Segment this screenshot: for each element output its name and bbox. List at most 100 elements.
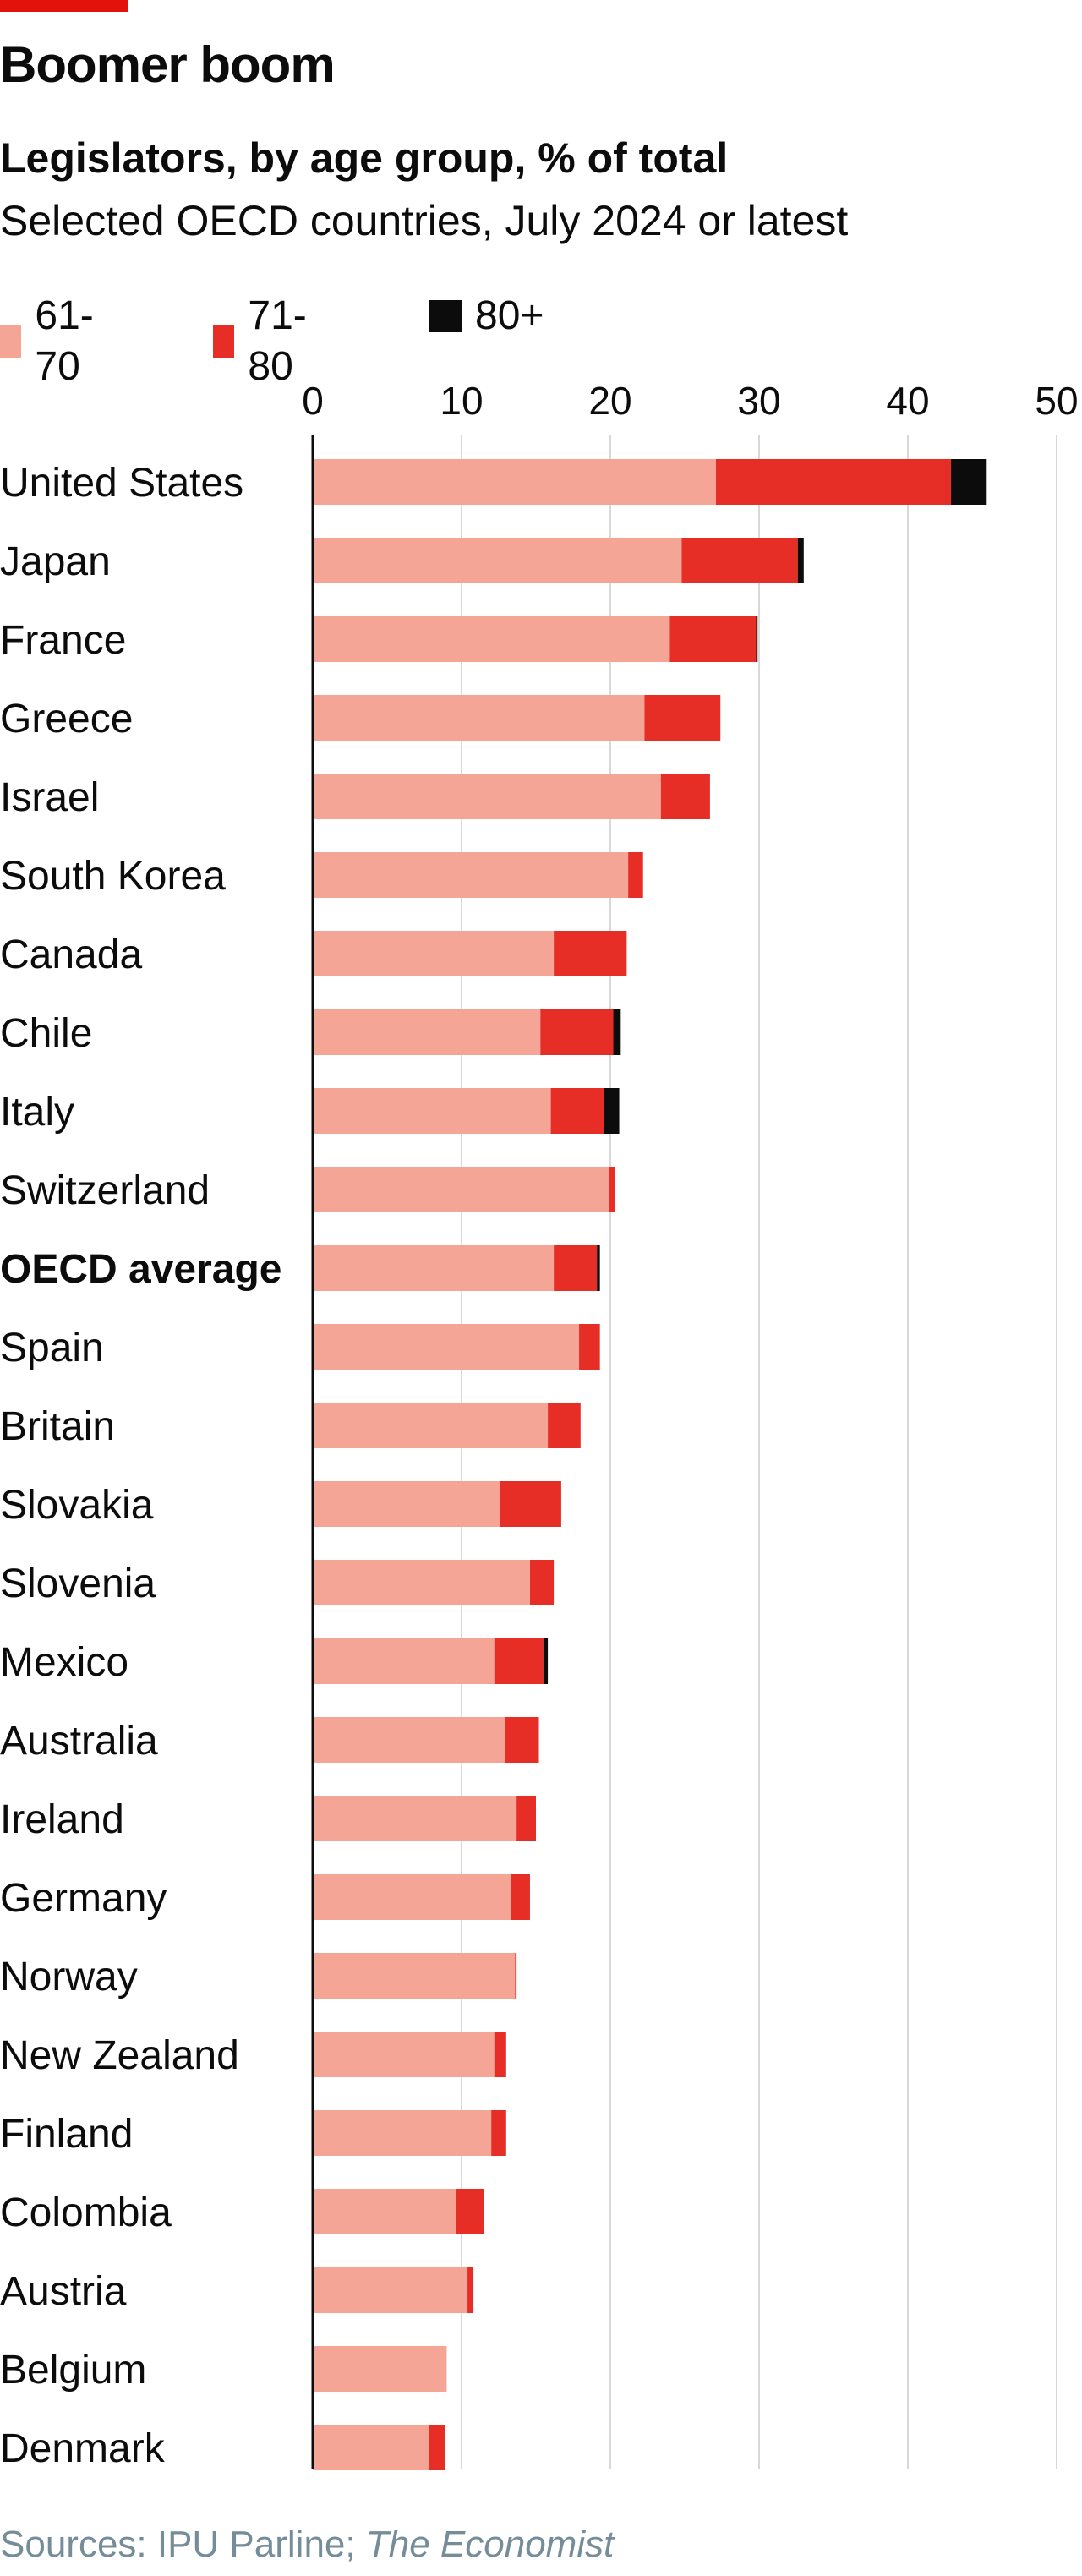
category-label: Mexico [0, 1640, 128, 1685]
bar-segment-61-70 [313, 2110, 492, 2156]
category-label: Greece [0, 697, 133, 741]
category-label: Ireland [0, 1797, 124, 1842]
bar-segment-61-70 [313, 2425, 429, 2470]
bar-chart: 0 10 20 30 40 50 United States Japan France Greec… [0, 379, 1079, 2471]
x-tick-label-40: 40 [886, 379, 929, 423]
category-label: France [0, 618, 126, 663]
category-label: Japan [0, 539, 111, 584]
bar-segment-61-70 [313, 1796, 517, 1841]
category-label: Finland [0, 2112, 133, 2157]
bar-segment-61-70 [313, 2267, 468, 2313]
bar-segment-80plus [597, 1245, 600, 1291]
legend-label-61-70: 61-70 [35, 293, 94, 389]
bar-segment-71-80 [516, 1796, 536, 1841]
legend-swatch-80plus [429, 300, 462, 332]
bar-segment-61-70 [313, 852, 629, 898]
bar-segment-71-80 [455, 2189, 484, 2234]
bar-segment-61-70 [313, 1088, 551, 1134]
legend-swatch-61-70 [0, 325, 22, 358]
bar-segment-61-70 [313, 1009, 541, 1055]
bar-segment-61-70 [313, 931, 555, 976]
x-tick-label-10: 10 [440, 379, 483, 423]
legend-item-61-70: 61-70 [0, 291, 104, 392]
bar-segment-61-70 [313, 1167, 609, 1212]
bar-segment-61-70 [313, 1481, 500, 1527]
category-label: Belgium [0, 2348, 146, 2393]
category-label: Denmark [0, 2426, 166, 2471]
x-tick-label-20: 20 [588, 379, 631, 423]
bar-segment-61-70 [313, 1638, 495, 1684]
brand-red-tag [0, 0, 128, 12]
x-tick-label-50: 50 [1035, 379, 1078, 423]
bar-segment-61-70 [313, 538, 682, 583]
category-label: Chile [0, 1011, 92, 1056]
category-label: Italy [0, 1090, 74, 1135]
source-publication: The Economist [365, 2524, 615, 2565]
category-label: Israel [0, 775, 99, 820]
bar-segment-71-80 [548, 1403, 581, 1448]
category-label: Slovakia [0, 1483, 154, 1528]
bar-segment-71-80 [554, 1245, 598, 1291]
bar-segment-71-80 [609, 1167, 615, 1212]
bar-segment-71-80 [669, 616, 757, 662]
bar-segment-71-80 [579, 1324, 600, 1370]
bar-segment-61-70 [313, 1324, 580, 1370]
bar-segment-71-80 [550, 1088, 604, 1134]
bar-segment-61-70 [313, 1953, 516, 1999]
x-tick-label-30: 30 [737, 379, 780, 423]
bar-segment-61-70 [313, 1403, 549, 1448]
category-label: Australia [0, 1719, 158, 1764]
source-text: Sources: IPU Parline; [0, 2524, 366, 2565]
category-label: OECD average [0, 1247, 282, 1292]
legend-label-80plus: 80+ [475, 293, 544, 338]
bar-segment-71-80 [500, 1481, 561, 1527]
bar-segment-71-80 [628, 852, 643, 898]
bar-segment-61-70 [313, 1560, 530, 1605]
bar-segment-71-80 [494, 1638, 544, 1684]
bar-segment-71-80 [715, 459, 952, 505]
bar-segment-80plus [756, 616, 758, 662]
category-label: Germany [0, 1876, 167, 1921]
bar-segment-61-70 [313, 1245, 555, 1291]
category-label: Britain [0, 1404, 115, 1449]
bar-segment-80plus [543, 1638, 549, 1684]
bar-segment-61-70 [313, 1874, 511, 1920]
bar-segment-71-80 [494, 2032, 506, 2077]
bar-segment-71-80 [529, 1560, 555, 1605]
category-label: Austria [0, 2269, 127, 2314]
category-label: Colombia [0, 2190, 172, 2235]
chart-title: Boomer boom [0, 36, 336, 93]
legend-label-71-80: 71-80 [248, 293, 307, 389]
bar-segment-71-80 [681, 538, 798, 583]
bar-segment-61-70 [313, 616, 670, 662]
bar-segment-71-80 [554, 931, 627, 976]
bar-segment-61-70 [313, 2189, 456, 2234]
bar-segment-71-80 [660, 774, 710, 819]
category-label: Norway [0, 1955, 138, 1999]
bar-segment-61-70 [313, 2032, 495, 2077]
legend-item-71-80: 71-80 [213, 291, 317, 392]
bar-segment-80plus [951, 459, 987, 505]
bar-segment-71-80 [515, 1953, 517, 1999]
category-label: Canada [0, 933, 142, 977]
legend-item-80plus: 80+ [429, 291, 544, 342]
bar-segment-71-80 [505, 1717, 539, 1763]
bar-segment-71-80 [467, 2267, 474, 2313]
bar-segment-80plus [797, 538, 804, 583]
category-label: Slovenia [0, 1561, 156, 1606]
bar-segment-71-80 [429, 2425, 445, 2470]
bar-segment-71-80 [511, 1874, 530, 1920]
x-tick-label-0: 0 [302, 379, 324, 423]
category-label: Switzerland [0, 1168, 210, 1213]
chart-subtitle: Legislators, by age group, % of total [0, 134, 729, 182]
category-label: United States [0, 461, 243, 506]
source-note: Sources: IPU Parline; The Economist [0, 2524, 614, 2566]
bar-segment-61-70 [313, 1717, 505, 1763]
category-label: Spain [0, 1326, 104, 1370]
bar-segment-71-80 [540, 1009, 614, 1055]
bar-segment-80plus [613, 1009, 621, 1055]
bar-segment-71-80 [644, 695, 721, 741]
bar-segment-80plus [604, 1088, 620, 1134]
chart-subtitle-2: Selected OECD countries, July 2024 or la… [0, 197, 849, 244]
bar-segment-61-70 [313, 774, 661, 819]
